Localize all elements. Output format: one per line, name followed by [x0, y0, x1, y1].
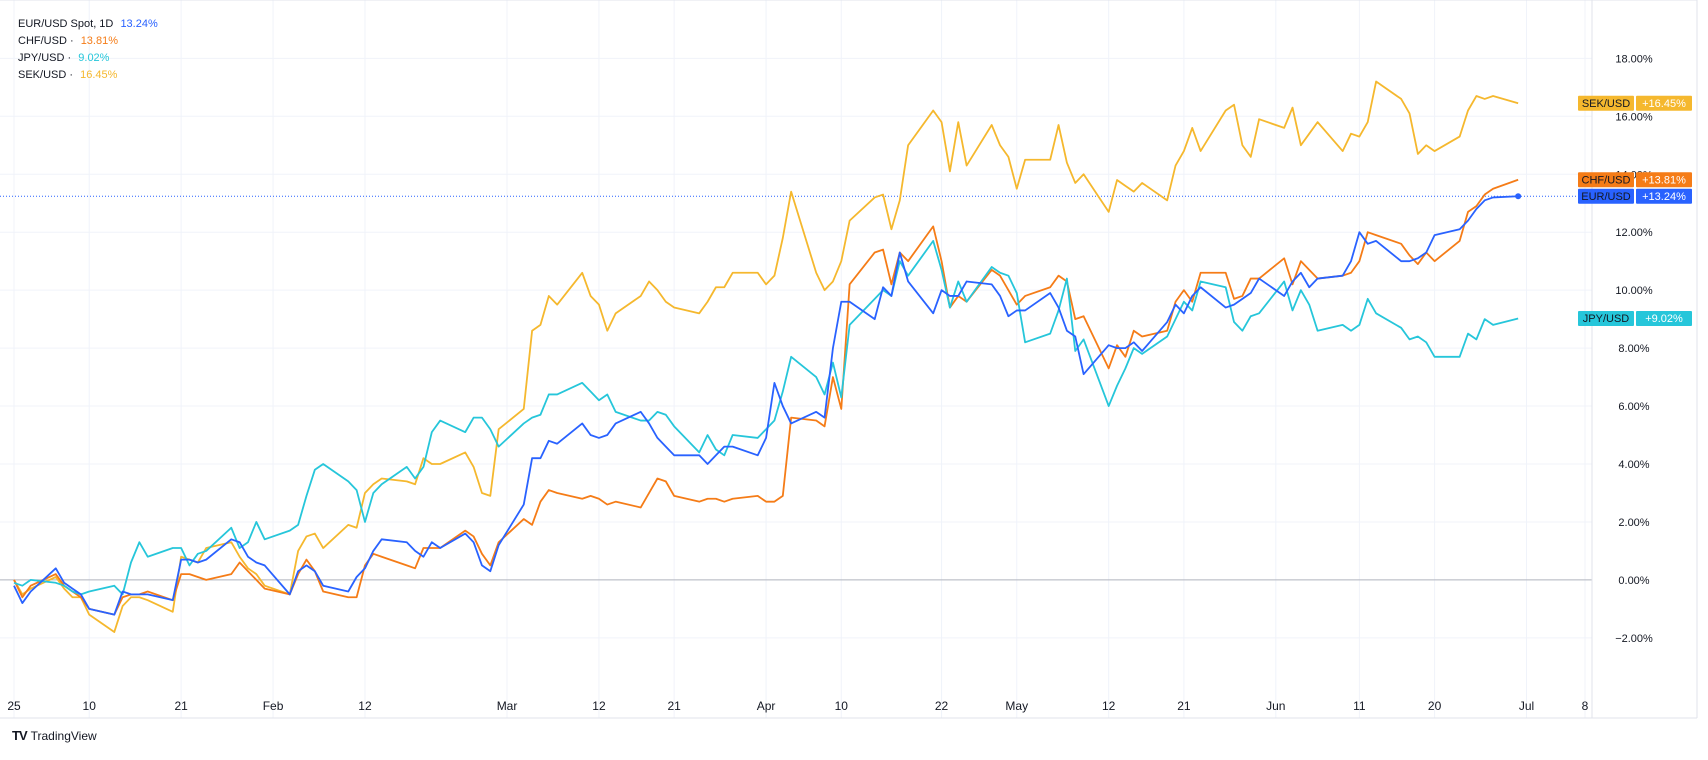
price-label-eurusd[interactable]: EUR/USD +13.24%: [1578, 188, 1692, 204]
y-tick-label: 16.00%: [1615, 111, 1653, 123]
price-label-name-box: [1578, 172, 1634, 188]
legend-value: 13.81%: [80, 35, 118, 47]
legend-separator: ·: [67, 52, 72, 64]
series-line-chfusd[interactable]: [13, 178, 1519, 616]
reference-lines: [0, 195, 1592, 581]
y-tick-label: 18.00%: [1615, 53, 1653, 65]
x-tick-label: 20: [1428, 699, 1442, 713]
x-tick-label: 21: [667, 699, 681, 713]
last-point-dot: [1515, 193, 1522, 200]
legend-entry-eurusd[interactable]: EUR/USD Spot, 1D 13.24%: [18, 16, 158, 33]
series-line-jpyusd[interactable]: [13, 240, 1519, 596]
x-tick-label: Jun: [1266, 699, 1285, 713]
price-label-jpyusd[interactable]: JPY/USD +9.02%: [1578, 311, 1692, 327]
price-label-value: +9.02%: [1645, 313, 1683, 325]
price-labels: SEK/USD +16.45% CHF/USD +13.81% EUR/USD +13.2…: [1578, 95, 1692, 327]
legend-entry-chfusd[interactable]: CHF/USD · 13.81%: [18, 33, 158, 50]
y-tick-label: 8.00%: [1618, 343, 1649, 355]
legend-value: 9.02%: [78, 52, 110, 64]
legend-separator: ·: [69, 35, 74, 47]
y-tick-label: 0.00%: [1618, 575, 1649, 587]
legend-separator: ·: [69, 69, 74, 81]
legend-name: SEK/USD: [18, 69, 67, 81]
brand-name: TradingView: [30, 728, 97, 743]
brand[interactable]: TV TradingView: [12, 728, 97, 743]
series-line-sekusd[interactable]: [13, 80, 1519, 633]
y-tick-label: 4.00%: [1618, 459, 1649, 471]
legend-name: EUR/USD Spot, 1D: [18, 18, 114, 30]
x-tick-label: Jul: [1519, 699, 1534, 713]
x-tick-label: 21: [1177, 699, 1191, 713]
plot-background: [0, 0, 1592, 718]
x-tick-label: 10: [835, 699, 849, 713]
x-tick-label: 12: [1102, 699, 1116, 713]
x-tick-label: 25: [7, 699, 21, 713]
price-label-name: SEK/USD: [1582, 98, 1630, 110]
price-label-value: +13.24%: [1642, 191, 1686, 203]
y-tick-label: 12.00%: [1615, 227, 1653, 239]
series-line-eurusd[interactable]: [13, 195, 1519, 616]
legend-entry-sekusd[interactable]: SEK/USD · 16.45%: [18, 67, 158, 84]
x-tick-label: 8: [1582, 699, 1589, 713]
price-label-chfusd[interactable]: CHF/USD +13.81%: [1578, 172, 1692, 188]
legend: EUR/USD Spot, 1D 13.24% CHF/USD · 13.81%…: [18, 16, 158, 84]
y-tick-label: 2.00%: [1618, 517, 1649, 529]
x-tick-label: Mar: [497, 699, 518, 713]
x-tick-label: 12: [358, 699, 372, 713]
legend-name: CHF/USD: [18, 35, 67, 47]
legend-value: 16.45%: [80, 69, 118, 81]
price-label-name-box: [1578, 188, 1634, 204]
price-label-value: +13.81%: [1642, 174, 1686, 186]
x-tick-label: Apr: [757, 699, 776, 713]
price-label-value-box: [1636, 311, 1692, 327]
grid: [0, 0, 1592, 718]
x-tick-label: 11: [1353, 699, 1366, 713]
price-label-name: JPY/USD: [1583, 313, 1630, 325]
x-tick-label: 10: [83, 699, 97, 713]
price-label-name-box: [1578, 311, 1634, 327]
price-label-name: CHF/USD: [1582, 174, 1631, 186]
axes: −2.00% 0.00% 2.00% 4.00% 6.00% 8.00% 10.00% 12.…: [0, 0, 1698, 719]
x-tick-label: Feb: [263, 699, 284, 713]
series-lines: [13, 80, 1522, 633]
price-label-value-box: [1636, 188, 1692, 204]
price-label-sekusd[interactable]: SEK/USD +16.45%: [1578, 95, 1692, 111]
legend-entry-jpyusd[interactable]: JPY/USD · 9.02%: [18, 50, 158, 67]
price-label-name: EUR/USD: [1581, 191, 1631, 203]
price-label-value-box: [1636, 95, 1692, 111]
price-label-value: +16.45%: [1642, 98, 1686, 110]
y-tick-label: 10.00%: [1615, 285, 1653, 297]
x-tick-label: 21: [174, 699, 188, 713]
x-tick-label: 22: [935, 699, 949, 713]
legend-name: JPY/USD: [18, 52, 65, 64]
legend-value: 13.24%: [120, 18, 158, 30]
x-tick-label: May: [1005, 699, 1028, 713]
tradingview-logo-icon: TV: [12, 728, 28, 743]
price-label-value-box: [1636, 172, 1692, 188]
price-label-name-box: [1578, 95, 1634, 111]
y-tick-label: 6.00%: [1618, 401, 1649, 413]
y-tick-label: −2.00%: [1615, 633, 1653, 645]
x-tick-label: 12: [592, 699, 606, 713]
